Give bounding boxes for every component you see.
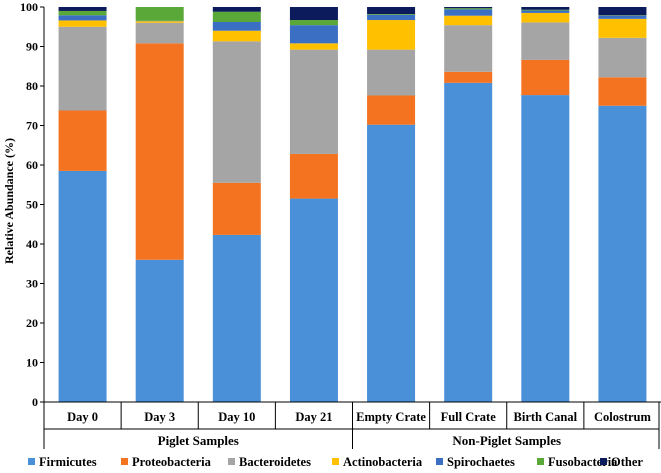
legend-label: Other: [611, 455, 643, 469]
bar-segment-fusobacteria: [58, 10, 107, 16]
bar-segment-proteobacteria: [212, 182, 261, 235]
x-tick-label: Day 21: [295, 410, 332, 424]
legend-swatch: [332, 458, 339, 465]
bar-segment-spirochaetes: [598, 15, 647, 19]
y-tick-label: 0: [32, 395, 38, 409]
legend-swatch: [228, 458, 235, 465]
y-tick-label: 20: [26, 316, 38, 330]
bar-segment-bacteroidetes: [444, 25, 493, 72]
bars-area: [58, 7, 647, 403]
x-tick-label: Day 0: [67, 410, 98, 424]
legend: Firmicutes Proteobacteria Bacteroidetes Act…: [28, 455, 643, 469]
bar-segment-proteobacteria: [444, 71, 493, 83]
legend-label: Firmicutes: [39, 455, 97, 469]
bar-segment-firmicutes: [135, 259, 184, 402]
legend-label: Actinobacteria: [343, 455, 423, 469]
bar-segment-bacteroidetes: [598, 37, 647, 78]
bar-segment-firmicutes: [521, 95, 570, 403]
x-tick-label: Empty Crate: [356, 410, 426, 424]
bar-segment-firmicutes: [598, 105, 647, 402]
bar-segment-spirochaetes: [444, 9, 493, 16]
y-axis-label: Relative Abundance (%): [2, 138, 16, 264]
bar-segment-actinobacteria: [289, 43, 338, 50]
bar-segment-bacteroidetes: [135, 22, 184, 44]
bar-segment-other: [212, 7, 261, 12]
bar-segment-bacteroidetes: [367, 49, 416, 96]
y-axis: 0 10 20 30 40 50 60 70 80 90 100: [20, 0, 45, 409]
bar-segment-fusobacteria: [135, 7, 184, 21]
legend-swatch: [537, 458, 544, 465]
bar-segment-other: [367, 7, 416, 15]
bar-segment-spirochaetes: [289, 25, 338, 44]
x-tick-label: Colostrum: [594, 410, 652, 424]
bar-segment-proteobacteria: [367, 95, 416, 125]
group-label: Non-Piglet Samples: [452, 433, 561, 448]
y-tick-label: 50: [26, 198, 38, 212]
legend-label: Bacteroidetes: [239, 455, 311, 469]
bar-segment-bacteroidetes: [58, 26, 107, 111]
x-tick-label: Day 10: [218, 410, 255, 424]
bar-segment-spirochaetes: [58, 15, 107, 21]
legend-swatch: [121, 458, 128, 465]
y-tick-label: 40: [26, 237, 38, 251]
group-label: Piglet Samples: [158, 433, 239, 448]
bar-segment-actinobacteria: [367, 20, 416, 50]
bar-segment-other: [58, 7, 107, 11]
bar-segment-firmicutes: [58, 170, 107, 402]
bar-segment-actinobacteria: [135, 21, 184, 23]
y-tick-label: 70: [26, 119, 38, 133]
x-tick-label: Birth Canal: [514, 410, 578, 424]
bar-segment-actinobacteria: [598, 18, 647, 38]
legend-label: Proteobacteria: [132, 455, 212, 469]
bar-segment-fusobacteria: [212, 11, 261, 23]
bar-segment-fusobacteria: [444, 8, 493, 10]
legend-swatch: [600, 458, 607, 465]
y-tick-label: 100: [20, 0, 38, 14]
bar-segment-firmicutes: [367, 124, 416, 403]
x-tick-label: Day 3: [144, 410, 175, 424]
x-tick-label: Full Crate: [441, 410, 497, 424]
y-tick-label: 60: [26, 158, 38, 172]
y-tick-label: 80: [26, 79, 38, 93]
bar-segment-actinobacteria: [521, 12, 570, 23]
legend-swatch: [28, 458, 35, 465]
bar-segment-other: [289, 7, 338, 21]
bar-segment-firmicutes: [289, 198, 338, 402]
bar-segment-proteobacteria: [58, 110, 107, 171]
bar-segment-spirochaetes: [367, 14, 416, 21]
bar-segment-other: [598, 7, 647, 16]
legend-label: Spirochaetes: [447, 455, 515, 469]
bar-segment-other: [521, 7, 570, 10]
bar-segment-proteobacteria: [135, 43, 184, 260]
bar-segment-proteobacteria: [598, 77, 647, 106]
bar-segment-actinobacteria: [212, 30, 261, 42]
bar-segment-fusobacteria: [289, 20, 338, 26]
bar-segment-spirochaetes: [521, 10, 570, 13]
legend-swatch: [436, 458, 443, 465]
bar-segment-firmicutes: [444, 82, 493, 402]
bar-segment-firmicutes: [212, 234, 261, 402]
x-axis: Day 0 Day 3 Day 10 Day 21 Empty Crate Full Cr…: [43, 401, 661, 449]
y-tick-label: 10: [26, 356, 38, 370]
bar-segment-proteobacteria: [289, 153, 338, 199]
bar-segment-spirochaetes: [212, 22, 261, 31]
bar-segment-bacteroidetes: [521, 22, 570, 60]
bar-segment-proteobacteria: [521, 59, 570, 96]
bar-segment-actinobacteria: [444, 15, 493, 26]
bar-segment-other: [444, 7, 493, 9]
bar-segment-actinobacteria: [58, 20, 107, 27]
bar-segment-bacteroidetes: [289, 49, 338, 154]
bar-segment-bacteroidetes: [212, 41, 261, 183]
y-tick-label: 30: [26, 277, 38, 291]
bar-segment-fusobacteria: [367, 14, 416, 15]
bar-segment-fusobacteria: [521, 9, 570, 11]
y-tick-label: 90: [26, 40, 38, 54]
legend-label: Fusobacteria: [548, 455, 618, 469]
